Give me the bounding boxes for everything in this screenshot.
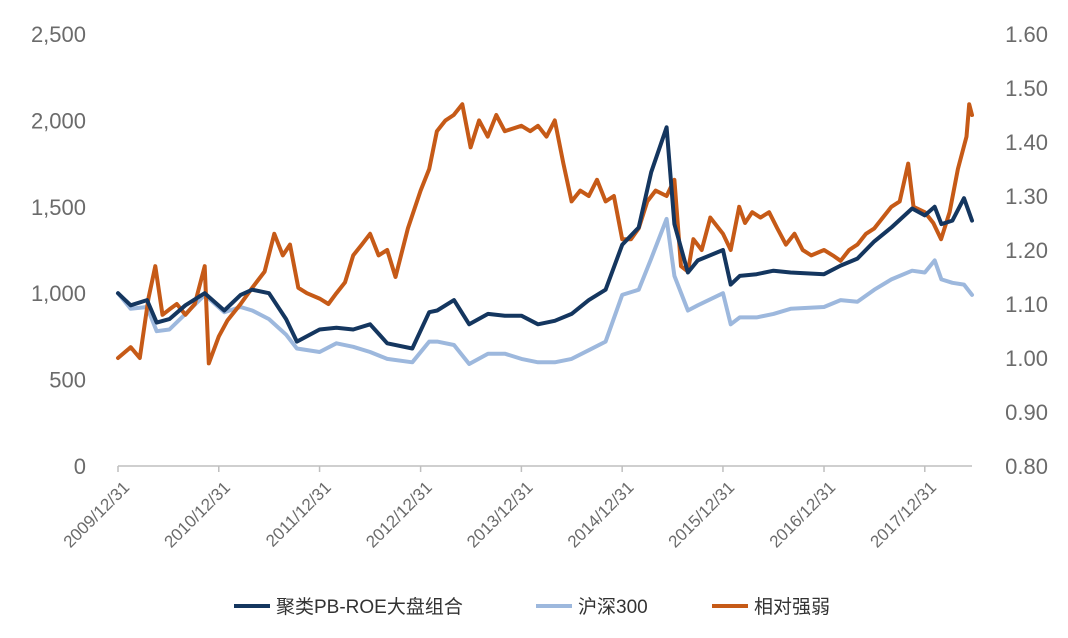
y-right-tick-label: 1.10	[1005, 292, 1048, 317]
x-tick-label: 2009/12/31	[60, 478, 134, 552]
y-left-tick-label: 1,000	[31, 281, 86, 306]
y-left-tick-label: 0	[74, 454, 86, 479]
x-tick-label: 2015/12/31	[665, 478, 739, 552]
x-tick-label: 2010/12/31	[160, 478, 234, 552]
x-tick-label: 2016/12/31	[766, 478, 840, 552]
x-tick-label: 2013/12/31	[463, 478, 537, 552]
series-line-1	[116, 216, 974, 366]
x-tick-label: 2017/12/31	[866, 478, 940, 552]
x-tick-label: 2011/12/31	[262, 478, 335, 551]
legend-label: 沪深300	[578, 596, 648, 618]
y-right-tick-label: 1.60	[1005, 22, 1048, 47]
x-tick-label: 2012/12/31	[362, 478, 436, 552]
y-right-tick-label: 1.20	[1005, 238, 1048, 263]
y-right-tick-label: 1.30	[1005, 184, 1048, 209]
x-tick-label: 2014/12/31	[564, 478, 638, 552]
legend: 聚类PB-ROE大盘组合 沪深300 相对强弱	[234, 596, 830, 618]
series-layer	[116, 102, 974, 366]
series-line-2	[116, 102, 974, 366]
axes-layer: 2009/12/31 2010/12/31 2011/12/31 2012/12/31…	[31, 22, 1048, 551]
y-left-tick-label: 1,500	[31, 195, 86, 220]
y-right-tick-label: 1.00	[1005, 346, 1048, 371]
legend-label: 聚类PB-ROE大盘组合	[276, 596, 463, 618]
y-right-tick-label: 1.40	[1005, 130, 1048, 155]
y-left-tick-label: 2,000	[31, 108, 86, 133]
y-left-tick-label: 2,500	[31, 22, 86, 47]
y-left-tick-label: 500	[49, 368, 86, 393]
y-right-tick-label: 1.50	[1005, 76, 1048, 101]
y-right-tick-label: 0.80	[1005, 454, 1048, 479]
y-right-tick-label: 0.90	[1005, 400, 1048, 425]
series-line-0	[116, 125, 974, 351]
legend-label: 相对强弱	[754, 596, 830, 618]
